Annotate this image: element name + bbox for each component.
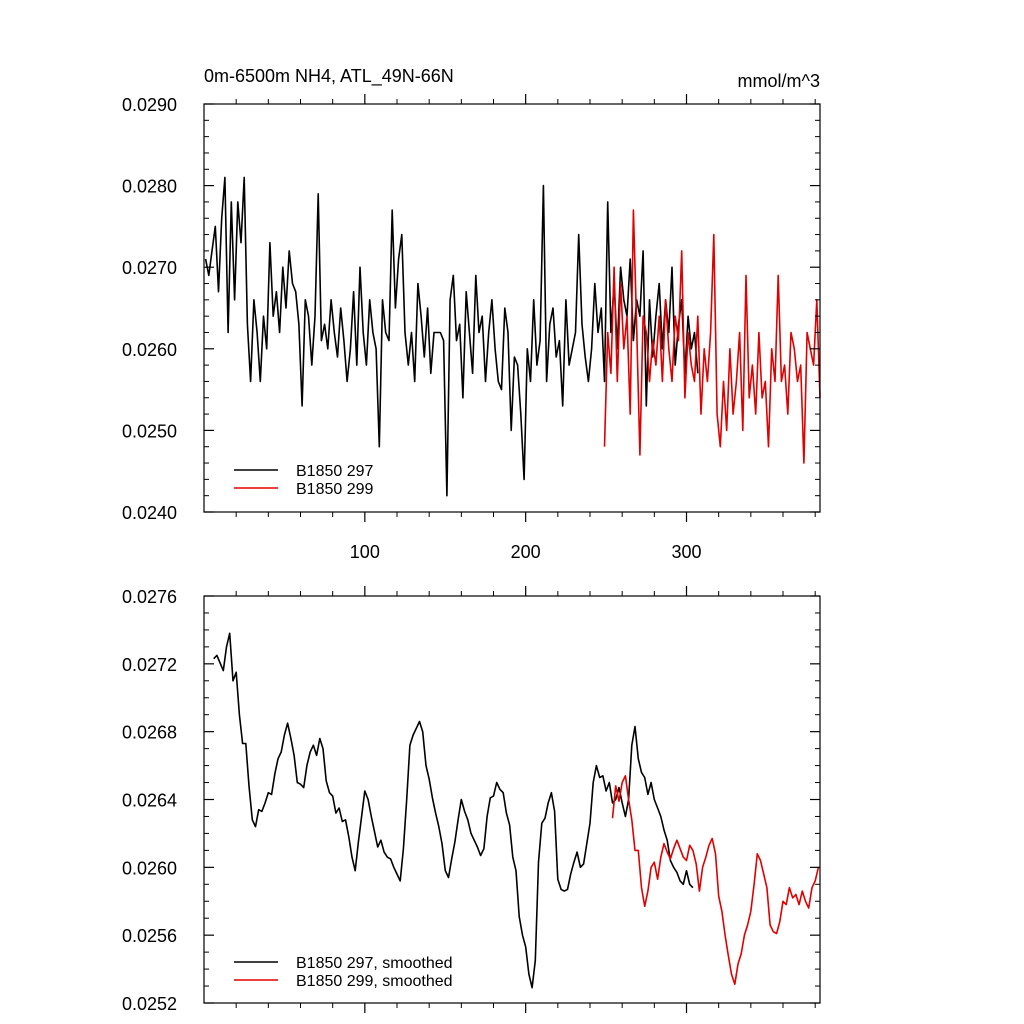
y-tick-label-0-3: 0.0270 (122, 258, 177, 278)
y-tick-label-1-0: 0.0252 (122, 994, 177, 1014)
y-tick-label-0-0: 0.0240 (122, 503, 177, 523)
legend-label-0-1: B1850 299 (296, 481, 374, 498)
legend-label-0-0: B1850 297 (296, 463, 374, 480)
y-tick-label-1-5: 0.0272 (122, 655, 177, 675)
series-line-0-1 (603, 209, 821, 464)
plot-frame-1 (203, 595, 821, 1004)
top-chart-units: mmol/m^3 (738, 71, 820, 91)
y-tick-label-1-1: 0.0256 (122, 926, 177, 946)
y-tick-label-0-2: 0.0260 (122, 340, 177, 360)
series-line-1-1 (611, 775, 820, 986)
y-tick-label-1-4: 0.0268 (122, 723, 177, 743)
series-line-1-0 (213, 632, 694, 989)
y-tick-label-0-5: 0.0290 (122, 95, 177, 115)
y-tick-label-0-1: 0.0250 (122, 421, 177, 441)
legend-label-1-0: B1850 297, smoothed (296, 955, 453, 972)
y-tick-label-1-3: 0.0264 (122, 791, 177, 811)
x-tick-label-0-1: 200 (511, 542, 541, 562)
legend-label-1-1: B1850 299, smoothed (296, 973, 453, 990)
y-tick-label-1-6: 0.0276 (122, 587, 177, 607)
y-tick-label-1-2: 0.0260 (122, 858, 177, 878)
y-tick-label-0-4: 0.0280 (122, 177, 177, 197)
bottom-panel: 0.0252 0.0256 0.0260 0.0264 0.0268 0.0272 0.02… (122, 586, 821, 1014)
top-panel: 0m-6500m NH4, ATL_49N-66N mmol/m^3 0.024… (122, 66, 821, 562)
top-chart-title: 0m-6500m NH4, ATL_49N-66N (204, 66, 454, 87)
plot-frame-0 (203, 103, 821, 513)
x-tick-label-0-0: 100 (350, 542, 380, 562)
x-tick-label-0-2: 300 (671, 542, 701, 562)
